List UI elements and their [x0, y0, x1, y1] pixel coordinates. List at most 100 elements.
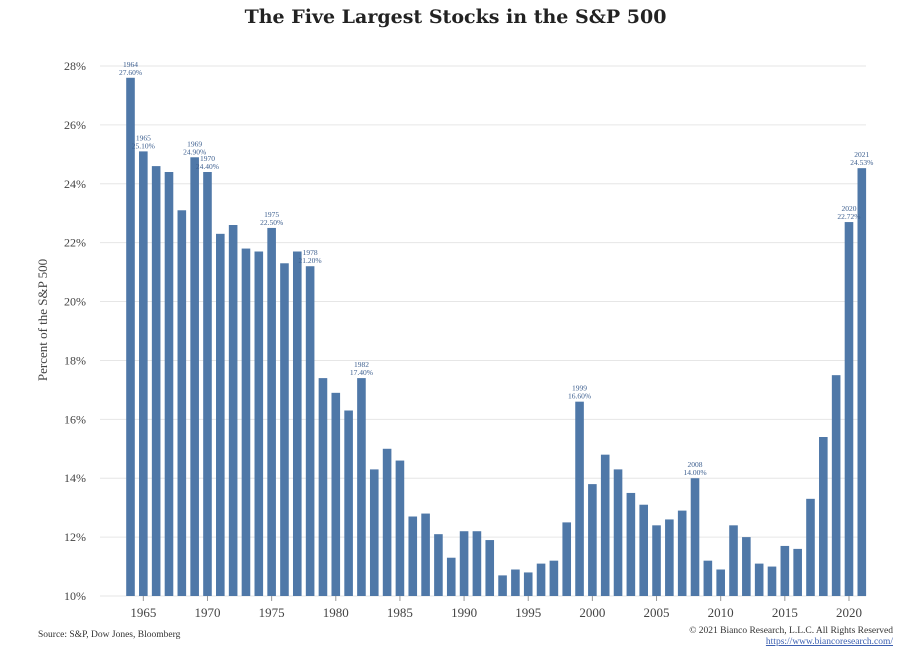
bar-1969 [190, 157, 199, 596]
data-label-year: 2021 [854, 150, 869, 159]
bar-2002 [613, 469, 623, 596]
bar-1974 [254, 251, 264, 596]
data-label-value: 22.72% [837, 212, 860, 221]
data-label-value: 21.20% [299, 256, 322, 265]
bar-2004 [639, 504, 648, 596]
bar-1978 [305, 266, 315, 596]
bar-2013 [754, 563, 764, 596]
bar-2011 [729, 525, 738, 596]
data-label-value: 14.00% [683, 468, 706, 477]
data-label-year: 2008 [688, 460, 703, 469]
bar-1966 [151, 166, 161, 597]
bar-1998 [562, 522, 572, 596]
bar-1975 [267, 227, 276, 596]
copyright-text: © 2021 Bianco Research, L.L.C. All Right… [689, 626, 893, 636]
bar-1976 [280, 263, 289, 596]
x-tick-label: 1965 [130, 605, 156, 620]
bar-1983 [369, 469, 379, 596]
bar-2021 [857, 168, 867, 597]
data-label-year: 1964 [123, 60, 138, 69]
bar-1982 [357, 378, 366, 596]
bar-1991 [472, 531, 482, 596]
y-axis: 10% 12% 14% 16% 18% 20% 22% 24% 26% 28% [64, 59, 86, 603]
y-tick-label: 28% [64, 59, 86, 73]
data-label-value: 16.60% [568, 392, 591, 401]
source-note: Source: S&P, Dow Jones, Bloomberg [38, 630, 181, 640]
bar-2003 [626, 492, 636, 596]
x-tick-label: 2000 [579, 605, 605, 620]
bar-1979 [318, 378, 328, 596]
y-tick-label: 12% [64, 530, 86, 544]
bar-1980 [331, 392, 341, 596]
y-tick-label: 10% [64, 589, 86, 603]
bar-2005 [652, 525, 661, 596]
bar-1996 [536, 563, 546, 596]
x-tick-label: 1970 [194, 605, 220, 620]
y-tick-label: 24% [64, 177, 86, 191]
data-label-year: 1975 [264, 210, 279, 219]
data-label-year: 1965 [136, 133, 151, 142]
website-link[interactable]: https://www.biancoresearch.com/ [765, 637, 893, 647]
bar-1971 [216, 233, 225, 596]
bar-1973 [241, 248, 251, 596]
bar-2018 [819, 437, 828, 596]
bar-2009 [703, 560, 713, 596]
bar-2012 [742, 537, 751, 596]
x-tick-label: 2020 [836, 605, 862, 620]
bar-2016 [793, 548, 802, 596]
x-tick-label: 1980 [323, 605, 349, 620]
bar-1964 [126, 77, 135, 596]
data-label-year: 1978 [303, 248, 318, 257]
x-tick-label: 2005 [644, 605, 670, 620]
y-tick-label: 20% [64, 295, 86, 309]
y-tick-label: 16% [64, 412, 86, 426]
data-label-value: 22.50% [260, 218, 283, 227]
bar-1990 [459, 531, 469, 596]
bar-2010 [716, 569, 725, 596]
gridlines [100, 65, 866, 597]
bar-1994 [511, 569, 520, 596]
bar-1972 [228, 225, 238, 596]
bar-2014 [767, 566, 777, 596]
x-tick-label: 1985 [387, 605, 413, 620]
data-label-year: 1970 [200, 154, 215, 163]
bar-1999 [575, 401, 584, 596]
x-tick-label: 2015 [772, 605, 798, 620]
bar-1984 [382, 448, 392, 596]
x-axis: 1965 1970 1975 1980 1985 1990 1995 2000 2005 2010… [130, 596, 862, 620]
bar-1970 [203, 172, 212, 596]
bar-2008 [690, 478, 700, 596]
chart-title: The Five Largest Stocks in the S&P 500 [244, 6, 667, 28]
y-axis-label: Percent of the S&P 500 [35, 259, 50, 381]
data-label-value: 25.10% [132, 141, 155, 150]
bar-2006 [665, 519, 674, 596]
bar-2007 [677, 510, 687, 596]
x-tick-label: 1995 [515, 605, 541, 620]
data-label-year: 1969 [187, 139, 202, 148]
y-tick-label: 26% [64, 118, 86, 132]
bar-1986 [408, 516, 418, 596]
y-tick-label: 14% [64, 471, 86, 485]
y-tick-label: 18% [64, 353, 86, 367]
bar-2015 [780, 545, 790, 596]
y-tick-label: 22% [64, 236, 86, 250]
data-label-value: 17.40% [350, 368, 373, 377]
bar-1987 [421, 513, 430, 596]
bar-1968 [177, 210, 187, 596]
bars [126, 77, 867, 597]
bar-1965 [139, 151, 148, 596]
bar-1989 [446, 557, 456, 596]
bar-1988 [434, 534, 443, 596]
bar-1995 [523, 572, 533, 596]
